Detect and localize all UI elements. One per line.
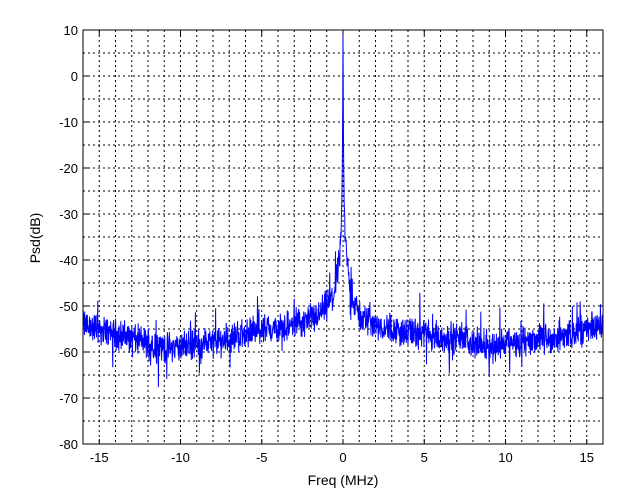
- y-tick-label: 0: [71, 69, 78, 84]
- y-tick-label: 10: [64, 23, 78, 38]
- x-tick-label: 10: [498, 450, 512, 465]
- y-tick-label: -30: [59, 207, 78, 222]
- y-tick-label: -40: [59, 253, 78, 268]
- x-tick-label: 15: [580, 450, 594, 465]
- y-tick-label: -70: [59, 391, 78, 406]
- x-tick-label: 0: [339, 450, 346, 465]
- x-axis-label: Freq (MHz): [308, 472, 379, 488]
- x-tick-label: -10: [171, 450, 190, 465]
- tick-labels: -15 -10 -5 0 5 10 15100-10-20-30-40-50-60-70-8…: [59, 23, 594, 465]
- y-tick-label: -60: [59, 345, 78, 360]
- y-tick-label: -10: [59, 115, 78, 130]
- y-tick-label: -20: [59, 161, 78, 176]
- y-tick-label: -80: [59, 437, 78, 452]
- y-axis-label: Psd(dB): [27, 213, 43, 264]
- x-tick-label: -5: [256, 450, 268, 465]
- y-tick-label: -50: [59, 299, 78, 314]
- ticks: [83, 29, 603, 445]
- x-tick-label: -15: [90, 450, 109, 465]
- x-tick-label: 5: [421, 450, 428, 465]
